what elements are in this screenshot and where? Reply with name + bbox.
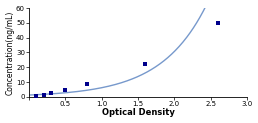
X-axis label: Optical Density: Optical Density bbox=[102, 108, 174, 117]
Y-axis label: Concentration(ng/mL): Concentration(ng/mL) bbox=[6, 10, 14, 95]
